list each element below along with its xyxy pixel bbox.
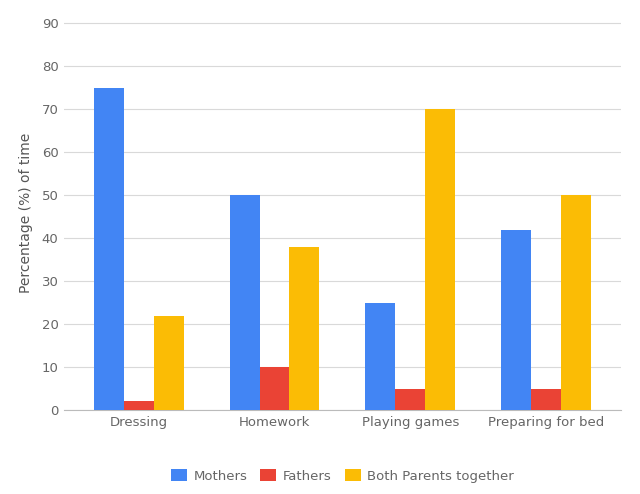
- Bar: [561, 195, 591, 410]
- Bar: [124, 402, 154, 410]
- Bar: [365, 303, 396, 410]
- Bar: [396, 389, 425, 410]
- Bar: [289, 247, 319, 410]
- Legend: Mothers, Fathers, Both Parents together: Mothers, Fathers, Both Parents together: [166, 464, 519, 488]
- Bar: [501, 230, 531, 410]
- Bar: [425, 109, 455, 410]
- Bar: [260, 367, 289, 410]
- Bar: [154, 316, 184, 410]
- Bar: [94, 88, 124, 410]
- Bar: [531, 389, 561, 410]
- Y-axis label: Percentage (%) of time: Percentage (%) of time: [19, 132, 33, 292]
- Bar: [230, 195, 260, 410]
